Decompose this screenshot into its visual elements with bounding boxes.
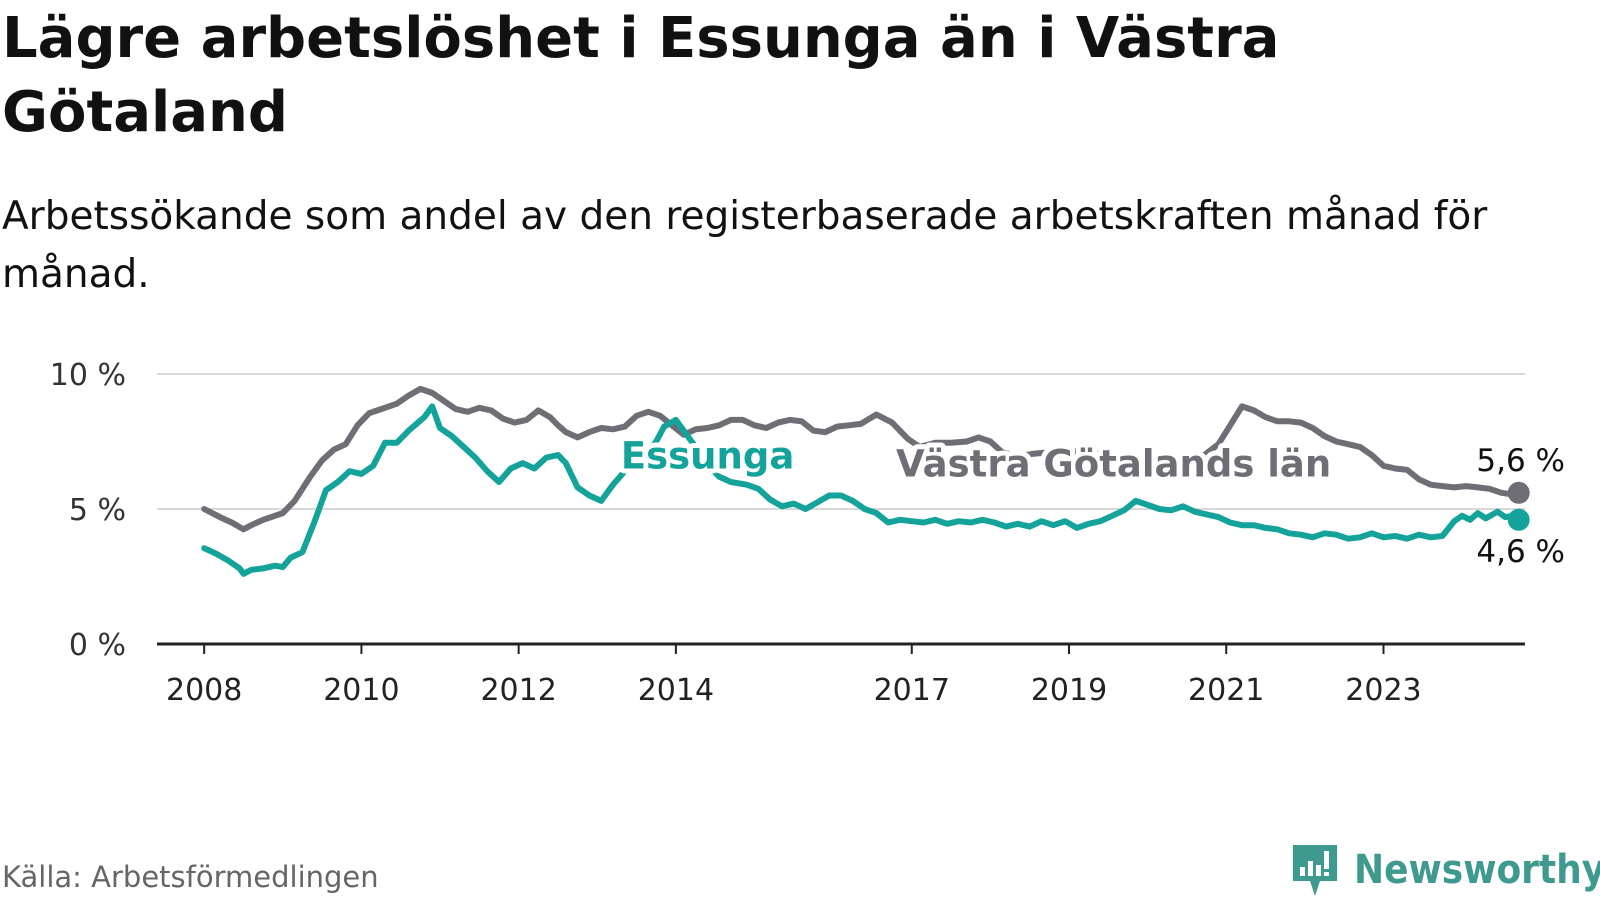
brand-name: Newsworthy — [1354, 847, 1600, 893]
end-value-label-vastra_gotaland: 5,6 % — [1476, 443, 1565, 479]
x-tick-label: 2019 — [1031, 673, 1107, 708]
x-tick-label: 2014 — [638, 673, 714, 708]
y-tick-label: 5 % — [69, 493, 126, 528]
series-label-halo: Essunga — [621, 435, 794, 478]
chart-subtitle: Arbetssökande som andel av den registerb… — [2, 194, 1488, 297]
brand-logo: Newsworthy — [1290, 840, 1600, 900]
series-label-vastra_gotaland: Västra Götalands län — [896, 443, 1331, 486]
x-tick-label: 2008 — [166, 673, 242, 708]
y-tick-label: 10 % — [50, 358, 126, 393]
x-tick-label: 2010 — [323, 673, 399, 708]
newsworthy-icon — [1293, 845, 1337, 896]
x-tick-label: 2021 — [1188, 673, 1264, 708]
end-value-label-essunga: 4,6 % — [1476, 534, 1565, 570]
series-label-essunga: Essunga — [621, 435, 794, 478]
series-label-halo: Västra Götalands län — [896, 443, 1331, 486]
end-point-vastra_gotaland — [1507, 481, 1530, 504]
line-chart: 0 %5 %10 % 2008 2010 2012 2014 2017 2019 2021 2… — [50, 358, 1565, 708]
y-tick-label: 0 % — [69, 628, 126, 663]
series-lines — [201, 385, 1530, 577]
y-axis-labels: 0 % 5 % 10 % — [50, 358, 126, 663]
x-tick-label: 2023 — [1345, 673, 1421, 708]
series-line-essunga — [201, 403, 1522, 577]
x-axis: 2008 2010 2012 2014 2017 2019 2021 2023 — [157, 642, 1525, 708]
source-note: Källa: Arbetsförmedlingen — [2, 860, 379, 894]
end-point-essunga — [1507, 508, 1530, 531]
chart-title: Lägre arbetslöshet i Essunga än i Västra… — [2, 6, 1280, 145]
grid-lines — [157, 373, 1525, 510]
x-tick-label: 2017 — [874, 673, 950, 708]
x-tick-label: 2012 — [480, 673, 556, 708]
series-line-vastra_gotaland — [201, 385, 1522, 533]
